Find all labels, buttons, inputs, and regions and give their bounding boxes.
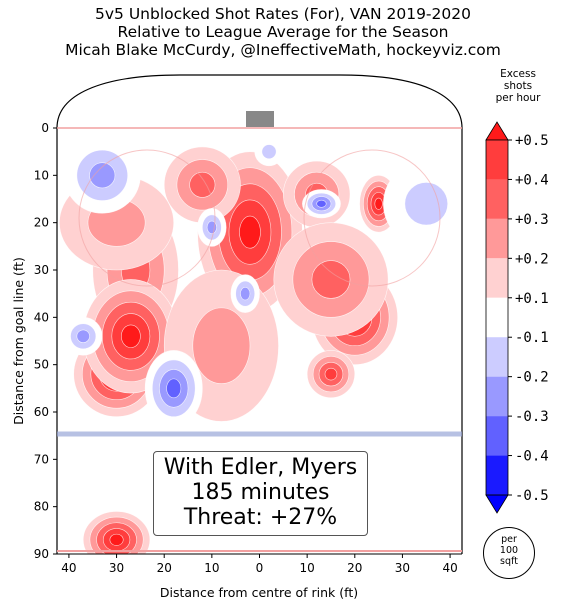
rink-boards [56,74,463,554]
heatmap-contour-0-4 [239,215,261,249]
heatmap-contour-11-3 [324,367,338,381]
colorbar-segment [486,376,508,417]
x-tick-label: 30 [109,561,124,575]
title-line-2: Relative to League Average for the Seaso… [117,23,449,41]
y-tick-label: 70 [34,452,49,466]
info-line-1: With Edler, Myers [163,455,358,480]
heatmap-contour-10-4 [374,197,383,210]
heatmap-contour-12-1 [192,307,251,384]
x-tick-label: 40 [442,561,457,575]
heatmap-contour-1-2 [189,171,216,198]
heatmap-contour-22-1 [261,144,277,160]
colorbar-tick-label: -0.2 [515,370,549,386]
colorbar-tick-label: -0.5 [515,488,549,504]
x-tick-label: 20 [157,561,172,575]
colorbar-segment [486,258,508,298]
x-tick-label: 40 [61,561,76,575]
heatmap-contour-9-2 [311,260,351,299]
heatmap-contour-6-4 [121,324,141,348]
info-line-3: Threat: +27% [183,505,338,530]
unit-circle [483,527,535,579]
info-line-2: 185 minutes [191,480,330,505]
heatmap-contour-19-2 [76,329,90,343]
heatmap-contour-15-3 [316,199,327,208]
x-tick-label: 20 [347,561,362,575]
unit-line-2: 100 [499,545,519,556]
colorbar-tick-label: +0.3 [515,212,549,228]
unit-line-1: per [501,534,517,545]
x-axis-ticks: 40 30 20 10 0 10 20 30 40 [61,554,458,575]
colorbar-segment [486,337,508,377]
y-tick-label: 40 [34,310,49,324]
colorbar-tick-label: +0.2 [515,251,549,267]
colorbar-tick-label: +0.4 [515,172,549,188]
colorbar-segment [486,218,508,259]
heatmap-contour-13-4 [109,533,124,546]
y-tick-label: 20 [34,216,49,230]
x-tick-label: 10 [204,561,219,575]
colorbar-frame [485,139,509,496]
info-box: With Edler, Myers 185 minutes Threat: +2… [153,451,368,536]
title-line-3: Micah Blake McCurdy, @IneffectiveMath, h… [65,41,501,59]
rink-lines [56,74,463,555]
y-tick-label: 10 [34,168,49,182]
unit-line-3: sqft [500,556,518,567]
colorbar-top-extend [485,121,509,141]
colorbar-tick-label: -0.4 [515,449,549,465]
colorbar-tick-label: +0.1 [515,291,549,307]
x-tick-label: 0 [256,561,264,575]
y-axis-label: Distance from goal line (ft) [11,257,26,425]
y-axis-ticks: 0 10 20 30 40 50 60 70 80 90 [34,121,57,561]
colorbar-title-line-2: shots [503,80,533,92]
unit-label: per 100 sqft [483,534,535,567]
x-axis-label: Distance from centre of rink (ft) [160,585,358,600]
colorbar: +0.5 +0.4 +0.3 +0.2 +0.1 -0.1 -0.2 -0.3 -0.4 -0.5 [485,121,549,514]
colorbar-tick-label: -0.3 [515,409,549,425]
colorbar-segment [486,297,508,338]
heatmap-contour-17-3 [166,378,182,399]
heatmap-contour-16-2 [240,287,251,301]
y-tick-label: 0 [41,121,49,135]
colorbar-segment [486,140,508,180]
faceoff-circle-right [78,149,216,287]
faceoff-circle-left [303,149,441,287]
colorbar-title: Excess shots per hour [490,68,546,104]
goal-net [246,111,274,127]
x-tick-label: 10 [300,561,315,575]
heatmap-layer [59,137,462,554]
colorbar-title-line-3: per hour [495,92,541,104]
colorbar-title-line-1: Excess [500,68,536,80]
colorbar-segment [486,455,508,495]
y-tick-label: 80 [34,500,49,514]
y-tick-label: 60 [34,405,49,419]
heatmap-contour-18-2 [89,162,116,189]
y-tick-label: 30 [34,263,49,277]
y-tick-label: 90 [34,547,49,561]
colorbar-tick-label: -0.1 [515,330,549,346]
x-tick-label: 30 [395,561,410,575]
colorbar-tick-label: +0.5 [515,133,549,149]
colorbar-segment [486,416,508,456]
title-line-1: 5v5 Unblocked Shot Rates (For), VAN 2019… [95,5,471,23]
y-tick-label: 50 [34,358,49,372]
colorbar-bottom-extend [485,494,509,514]
heatmap-contour-20-1 [404,182,449,226]
colorbar-segment [486,179,508,219]
